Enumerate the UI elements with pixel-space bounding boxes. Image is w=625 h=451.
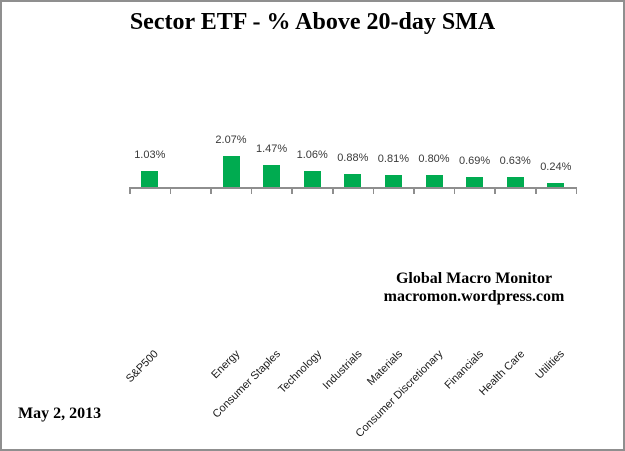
category-label-industrials: Industrials	[320, 348, 365, 392]
chart-title: Sector ETF - % Above 20-day SMA	[129, 9, 496, 35]
bar-s-p500	[141, 171, 159, 187]
bar-consumer-staples	[263, 165, 281, 187]
x-axis-line	[129, 187, 577, 189]
bar-value-label-utilities: 0.24%	[540, 161, 572, 173]
bar-energy	[222, 156, 240, 187]
x-axis-tick	[494, 187, 496, 194]
x-axis-tick	[575, 187, 578, 194]
bar-value-label-materials: 0.81%	[377, 153, 409, 165]
watermark-line2: macromon.wordpress.com	[383, 288, 565, 305]
watermark: Global Macro Monitor macromon.wordpress.…	[324, 270, 624, 306]
bar-technology	[303, 171, 321, 187]
bar-value-label-health-care: 0.63%	[499, 155, 531, 167]
watermark-line1: Global Macro Monitor	[395, 270, 553, 287]
date-label: May 2, 2013	[18, 405, 102, 422]
category-label-energy: Energy	[209, 348, 243, 382]
x-axis-tick	[210, 187, 212, 194]
x-axis-tick	[169, 187, 172, 194]
category-label-s-p500: S&P500	[124, 348, 162, 386]
x-axis-tick	[372, 187, 375, 194]
x-axis-tick	[453, 187, 456, 194]
bar-financials	[466, 177, 484, 187]
bar-value-label-energy: 2.07%	[215, 134, 247, 146]
bar-value-label-consumer-discretionary: 0.80%	[418, 153, 450, 165]
category-label-utilities: Utilities	[533, 348, 568, 382]
x-axis-tick	[535, 187, 537, 194]
category-label-materials: Materials	[364, 348, 405, 389]
x-axis-tick	[413, 187, 415, 194]
bar-health-care	[506, 177, 524, 187]
x-axis-tick	[250, 187, 253, 194]
bar-value-label-industrials: 0.88%	[337, 152, 369, 164]
x-axis-tick	[291, 187, 293, 194]
bar-materials	[384, 175, 402, 187]
x-axis-tick	[129, 187, 131, 194]
x-axis-tick	[332, 187, 334, 194]
bar-consumer-discretionary	[425, 175, 443, 187]
bar-value-label-technology: 1.06%	[296, 149, 328, 161]
bar-value-label-s-p500: 1.03%	[134, 149, 166, 161]
bar-industrials	[344, 174, 362, 187]
bar-utilities	[547, 183, 565, 187]
bar-value-label-financials: 0.69%	[458, 155, 491, 167]
bar-value-label-consumer-staples: 1.47%	[255, 143, 288, 155]
